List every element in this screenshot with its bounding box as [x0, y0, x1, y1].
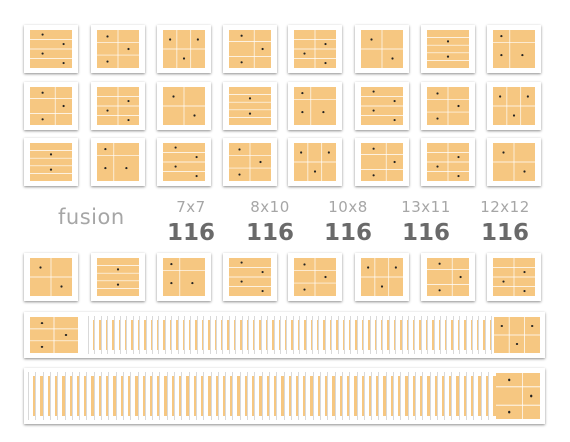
size-label: 10x8	[328, 198, 368, 216]
size-label: 7x7	[176, 198, 206, 216]
layout-thumbnail	[91, 138, 145, 186]
layout-thumbnail	[24, 82, 78, 130]
size-label: 12x12	[480, 198, 530, 216]
layout-thumbnail	[355, 138, 409, 186]
size-label: 8x10	[250, 198, 290, 216]
layout-thumbnail	[355, 253, 409, 301]
layout-thumbnail	[487, 138, 541, 186]
album-cover-page	[30, 317, 78, 353]
layout-thumbnail	[223, 253, 277, 301]
layout-thumbnail	[288, 82, 342, 130]
layout-thumbnail	[24, 25, 78, 73]
layout-thumbnail	[355, 82, 409, 130]
layout-thumbnail	[288, 25, 342, 73]
brand-word: fusion	[58, 205, 125, 229]
layout-thumbnail	[91, 253, 145, 301]
layout-thumbnail	[421, 82, 475, 130]
layout-thumbnail	[288, 253, 342, 301]
album-cover-page	[494, 317, 540, 353]
layout-thumbnail	[91, 82, 145, 130]
layout-thumbnail	[223, 25, 277, 73]
layout-thumbnail	[157, 253, 211, 301]
layout-thumbnail	[421, 25, 475, 73]
size-label: 13x11	[401, 198, 451, 216]
layout-thumbnail	[421, 138, 475, 186]
layout-thumbnail	[157, 82, 211, 130]
layout-thumbnail	[91, 25, 145, 73]
layout-thumbnail	[355, 25, 409, 73]
layout-thumbnail	[24, 138, 78, 186]
layout-thumbnail	[157, 138, 211, 186]
layout-count: 116	[323, 220, 372, 246]
layout-thumbnail	[223, 82, 277, 130]
layout-count: 116	[480, 220, 529, 246]
layout-count: 116	[401, 220, 450, 246]
layout-thumbnail	[487, 25, 541, 73]
layout-thumbnail	[487, 253, 541, 301]
layout-thumbnail	[421, 253, 475, 301]
layout-thumbnail	[157, 25, 211, 73]
album-strip-2	[24, 368, 545, 424]
layout-thumbnail	[288, 138, 342, 186]
layout-thumbnail	[487, 82, 541, 130]
album-strip-1	[24, 312, 545, 358]
layout-count: 116	[245, 220, 294, 246]
layout-thumbnail	[223, 138, 277, 186]
album-cover-page	[496, 373, 540, 419]
layout-count: 116	[166, 220, 215, 246]
layout-thumbnail	[24, 253, 78, 301]
